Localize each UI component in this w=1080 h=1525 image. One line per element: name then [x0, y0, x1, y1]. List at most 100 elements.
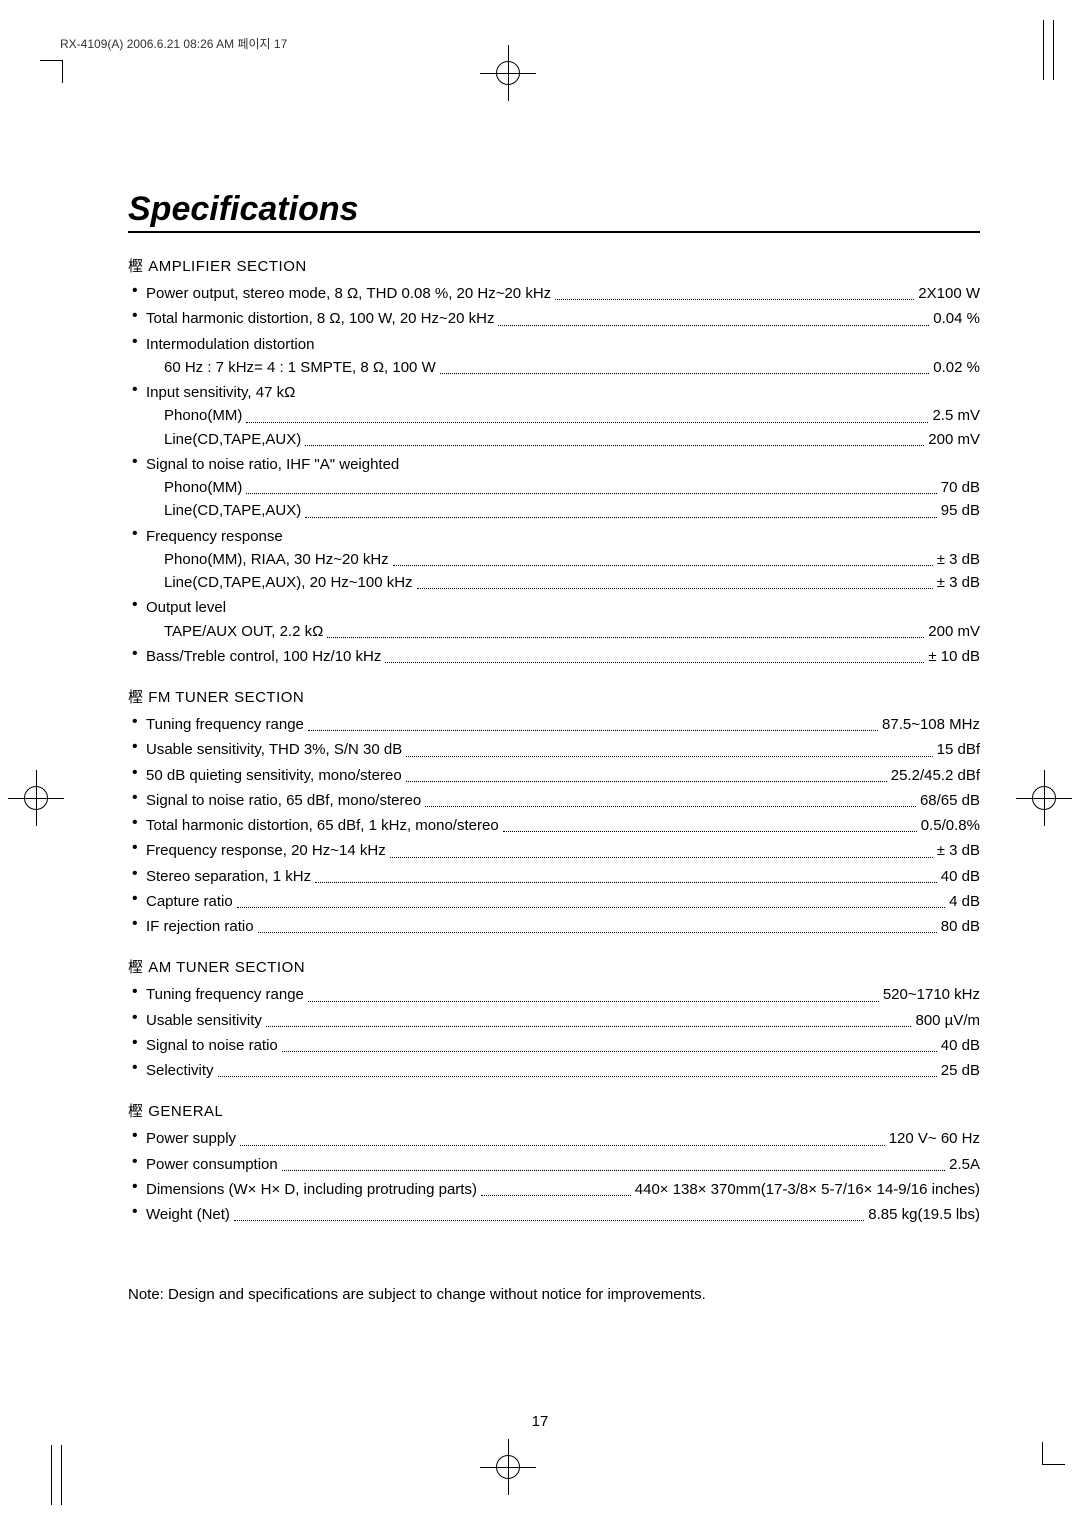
page-number: 17 — [0, 1413, 1080, 1430]
spec-label: Weight (Net) — [146, 1203, 230, 1226]
spec-label: Stereo separation, 1 kHz — [146, 865, 311, 888]
spec-label: Tuning frequency range — [146, 713, 304, 736]
dot-leader — [246, 422, 928, 423]
spec-label: Tuning frequency range — [146, 983, 304, 1006]
registration-mark-right — [1016, 770, 1072, 826]
spec-label: Usable sensitivity — [146, 1009, 262, 1032]
dot-leader — [234, 1220, 864, 1221]
spec-value: 800 µV/m — [915, 1009, 980, 1032]
footnote: Note: Design and specifications are subj… — [128, 1286, 980, 1303]
spec-item: Frequency responsePhono(MM), RIAA, 30 Hz… — [128, 525, 980, 595]
section-heading: 樫 AM TUNER SECTION — [128, 956, 980, 977]
spec-label: Power output, stereo mode, 8 Ω, THD 0.08… — [146, 282, 551, 305]
spec-item: 50 dB quieting sensitivity, mono/stereo2… — [128, 764, 980, 787]
dot-leader — [218, 1076, 937, 1077]
spec-label: 60 Hz : 7 kHz= 4 : 1 SMPTE, 8 Ω, 100 W — [164, 356, 436, 379]
spec-label: Line(CD,TAPE,AUX), 20 Hz~100 kHz — [164, 571, 413, 594]
spec-value: 200 mV — [928, 620, 980, 643]
dot-leader — [266, 1026, 912, 1027]
spec-value: 8.85 kg(19.5 lbs) — [868, 1203, 980, 1226]
spec-item: Dimensions (W× H× D, including protrudin… — [128, 1178, 980, 1201]
spec-label: Intermodulation distortion — [146, 333, 980, 356]
spec-value: ± 3 dB — [937, 548, 980, 571]
spec-item: Output levelTAPE/AUX OUT, 2.2 kΩ200 mV — [128, 596, 980, 643]
crop-mark-bottom-right — [1042, 1442, 1065, 1465]
spec-label: Power supply — [146, 1127, 236, 1150]
spec-value: 40 dB — [941, 865, 980, 888]
content-area: Specifications 樫 AMPLIFIER SECTION Power … — [128, 190, 980, 1303]
spec-value: 2.5 mV — [932, 404, 980, 427]
dot-leader — [315, 882, 937, 883]
spec-label: Power consumption — [146, 1153, 278, 1176]
spec-label: Line(CD,TAPE,AUX) — [164, 428, 301, 451]
spec-label: Bass/Treble control, 100 Hz/10 kHz — [146, 645, 381, 668]
spec-item: Selectivity 25 dB — [128, 1059, 980, 1082]
spec-value: 4 dB — [949, 890, 980, 913]
spec-item: Bass/Treble control, 100 Hz/10 kHz ± 10 d… — [128, 645, 980, 668]
spec-item: Intermodulation distortion60 Hz : 7 kHz=… — [128, 333, 980, 380]
spec-value: 0.04 % — [933, 307, 980, 330]
spec-label: Selectivity — [146, 1059, 214, 1082]
spec-list: Power supply120 V~ 60 Hz Power consumptio… — [128, 1127, 980, 1226]
spec-label: IF rejection ratio — [146, 915, 254, 938]
spec-item: Frequency response, 20 Hz~14 kHz± 3 dB — [128, 839, 980, 862]
crop-mark-bottom-left — [40, 1445, 62, 1505]
dot-leader — [327, 637, 924, 638]
spec-value: 520~1710 kHz — [883, 983, 980, 1006]
spec-item: Capture ratio 4 dB — [128, 890, 980, 913]
spec-item: Weight (Net) 8.85 kg(19.5 lbs) — [128, 1203, 980, 1226]
dot-leader — [498, 325, 929, 326]
spec-value: 40 dB — [941, 1034, 980, 1057]
spec-item: Power supply120 V~ 60 Hz — [128, 1127, 980, 1150]
dot-leader — [390, 857, 933, 858]
spec-label: Dimensions (W× H× D, including protrudin… — [146, 1178, 477, 1201]
dot-leader — [308, 1001, 879, 1002]
spec-value: ± 3 dB — [937, 571, 980, 594]
spec-label: Output level — [146, 596, 980, 619]
spec-label: Capture ratio — [146, 890, 233, 913]
dot-leader — [406, 781, 887, 782]
spec-item: Signal to noise ratio 40 dB — [128, 1034, 980, 1057]
spec-value: 2X100 W — [918, 282, 980, 305]
spec-item: Total harmonic distortion, 8 Ω, 100 W, 2… — [128, 307, 980, 330]
dot-leader — [481, 1195, 631, 1196]
spec-item: Input sensitivity, 47 kΩPhono(MM) 2.5 mV L… — [128, 381, 980, 451]
dot-leader — [282, 1051, 937, 1052]
spec-value: 68/65 dB — [920, 789, 980, 812]
spec-label: Signal to noise ratio — [146, 1034, 278, 1057]
spec-value: 95 dB — [941, 499, 980, 522]
spec-value: 0.5/0.8% — [921, 814, 980, 837]
page-title: Specifications — [128, 190, 980, 233]
dot-leader — [406, 756, 932, 757]
spec-value: 80 dB — [941, 915, 980, 938]
dot-leader — [240, 1145, 885, 1146]
spec-value: 87.5~108 MHz — [882, 713, 980, 736]
section-heading: 樫 FM TUNER SECTION — [128, 686, 980, 707]
spec-label: Phono(MM) — [164, 404, 242, 427]
registration-mark-left — [8, 770, 64, 826]
dot-leader — [417, 588, 933, 589]
spec-item: Tuning frequency range 520~1710 kHz — [128, 983, 980, 1006]
spec-label: 50 dB quieting sensitivity, mono/stereo — [146, 764, 402, 787]
spec-value: 0.02 % — [933, 356, 980, 379]
spec-value: ± 10 dB — [928, 645, 980, 668]
spec-label: Input sensitivity, 47 kΩ — [146, 381, 980, 404]
print-header: RX-4109(A) 2006.6.21 08:26 AM 페이지 17 — [60, 35, 287, 52]
spec-item: Tuning frequency range 87.5~108 MHz — [128, 713, 980, 736]
spec-label: Phono(MM), RIAA, 30 Hz~20 kHz — [164, 548, 389, 571]
spec-value: 25 dB — [941, 1059, 980, 1082]
section-heading: 樫 AMPLIFIER SECTION — [128, 255, 980, 276]
spec-label: Frequency response, 20 Hz~14 kHz — [146, 839, 386, 862]
spec-label: Total harmonic distortion, 8 Ω, 100 W, 2… — [146, 307, 494, 330]
spec-item: Total harmonic distortion, 65 dBf, 1 kHz… — [128, 814, 980, 837]
section-heading: 樫 GENERAL — [128, 1100, 980, 1121]
dot-leader — [385, 662, 924, 663]
spec-value: 70 dB — [941, 476, 980, 499]
registration-mark-bottom — [480, 1439, 536, 1495]
spec-list: Power output, stereo mode, 8 Ω, THD 0.08… — [128, 282, 980, 668]
page: RX-4109(A) 2006.6.21 08:26 AM 페이지 17 Spe… — [0, 0, 1080, 1525]
spec-value: 15 dBf — [937, 738, 980, 761]
dot-leader — [282, 1170, 945, 1171]
spec-item: IF rejection ratio 80 dB — [128, 915, 980, 938]
spec-value: 2.5A — [949, 1153, 980, 1176]
